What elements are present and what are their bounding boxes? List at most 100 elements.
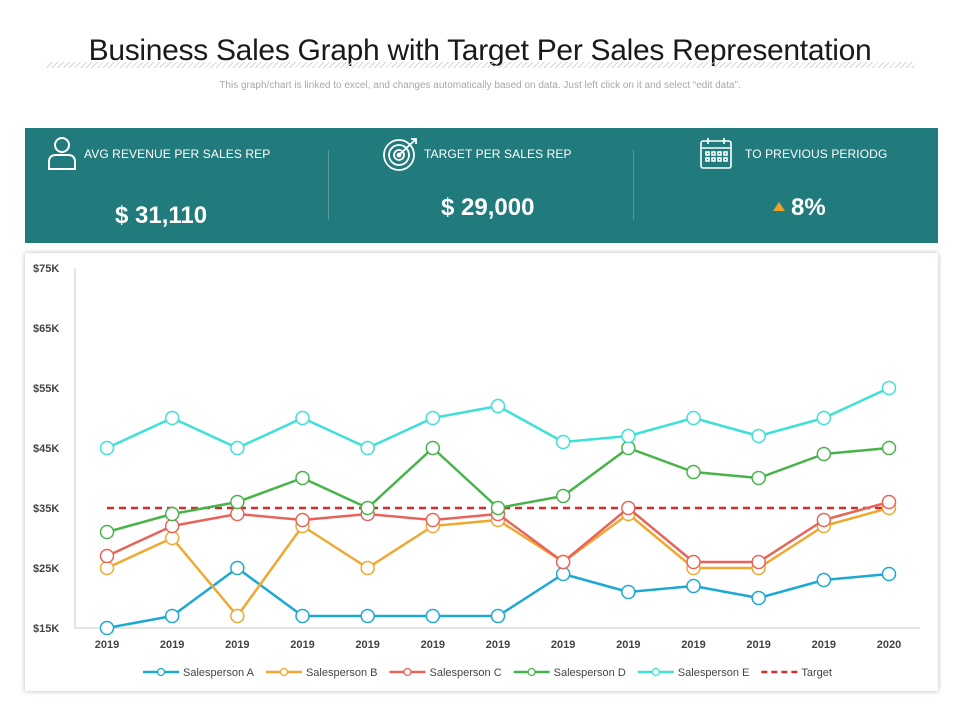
x-tick-label: 2019 xyxy=(551,639,575,651)
data-point-salesperson-a xyxy=(686,578,701,594)
kpi-label: AVG REVENUE PER SALES REP xyxy=(84,147,271,161)
data-point-salesperson-a xyxy=(751,590,766,606)
data-point-salesperson-c xyxy=(816,512,832,528)
data-point-salesperson-c xyxy=(295,512,310,528)
legend-label-salesperson-e: Salesperson E xyxy=(678,667,750,679)
kpi-panel: AVG REVENUE PER SALES REP $ 31,110 TARGE… xyxy=(25,128,938,243)
data-point-salesperson-a xyxy=(555,566,571,582)
page-subtitle: This graph/chart is linked to excel, and… xyxy=(219,80,741,91)
data-point-salesperson-a xyxy=(490,608,506,624)
x-tick-label: 2019 xyxy=(421,639,445,651)
data-point-salesperson-e xyxy=(99,440,115,456)
x-tick-label: 2019 xyxy=(225,639,249,651)
data-point-salesperson-a xyxy=(164,608,180,624)
legend-label-salesperson-a: Salesperson A xyxy=(183,667,255,679)
y-tick-label: $75K xyxy=(33,263,59,275)
x-tick-label: 2019 xyxy=(616,639,640,651)
data-point-salesperson-b xyxy=(360,560,375,576)
data-point-salesperson-a xyxy=(881,566,897,582)
kpi-avg-revenue: AVG REVENUE PER SALES REP $ 31,110 xyxy=(25,128,325,243)
data-point-salesperson-b xyxy=(230,608,245,624)
data-point-salesperson-d xyxy=(816,446,832,462)
data-point-salesperson-e xyxy=(230,440,245,456)
kpi-divider xyxy=(328,150,329,220)
data-point-salesperson-b xyxy=(99,560,115,576)
data-point-salesperson-d xyxy=(881,440,897,456)
legend-marker-salesperson-b xyxy=(279,667,289,677)
x-tick-label: 2019 xyxy=(746,639,770,651)
data-point-salesperson-c xyxy=(555,554,571,570)
series-line-salesperson-e xyxy=(106,386,890,450)
data-point-salesperson-e xyxy=(360,440,375,456)
kpi-value-wrap: 8% xyxy=(773,194,826,222)
data-point-salesperson-d xyxy=(295,470,310,486)
data-point-salesperson-e xyxy=(490,398,506,414)
data-point-salesperson-e xyxy=(816,410,832,426)
legend-marker-salesperson-a xyxy=(156,667,166,677)
data-point-salesperson-d xyxy=(621,440,636,456)
data-point-salesperson-e xyxy=(555,434,571,450)
x-tick-label: 2019 xyxy=(812,639,836,651)
data-point-salesperson-d xyxy=(751,470,766,486)
y-tick-label: $35K xyxy=(33,503,59,515)
trend-up-icon xyxy=(773,202,785,211)
kpi-divider xyxy=(633,150,634,220)
kpi-label: TARGET PER SALES REP xyxy=(424,147,572,161)
data-point-salesperson-e xyxy=(425,410,441,426)
page-title: Business Sales Graph with Target Per Sal… xyxy=(88,34,872,67)
x-tick-label: 2019 xyxy=(681,639,705,651)
data-point-salesperson-a xyxy=(621,584,636,600)
user-icon xyxy=(46,136,78,177)
data-point-salesperson-e xyxy=(881,380,897,396)
data-point-salesperson-e xyxy=(686,410,701,426)
legend-marker-salesperson-e xyxy=(651,667,660,677)
x-tick-label: 2019 xyxy=(160,639,184,651)
data-point-salesperson-d xyxy=(686,464,701,480)
data-point-salesperson-d xyxy=(425,440,441,456)
y-tick-label: $65K xyxy=(33,323,59,335)
data-point-salesperson-d xyxy=(164,506,180,522)
kpi-previous-period: TO PREVIOUS PERIODG 8% xyxy=(635,128,935,243)
y-tick-label: $15K xyxy=(33,623,59,635)
x-tick-label: 2019 xyxy=(355,639,379,651)
sales-line-chart: $15K $25K $35K $45K $55K $65K $75K 2019 2019 2019… xyxy=(33,263,920,679)
data-point-salesperson-c xyxy=(164,518,180,534)
data-point-salesperson-d xyxy=(490,500,506,516)
data-point-salesperson-d xyxy=(555,488,571,504)
y-tick-label: $55K xyxy=(33,383,59,395)
target-icon xyxy=(382,136,422,177)
title-underline xyxy=(46,62,914,68)
data-point-salesperson-a xyxy=(360,608,375,624)
data-point-salesperson-c xyxy=(425,512,441,528)
legend-label-salesperson-c: Salesperson C xyxy=(429,667,501,679)
data-point-salesperson-e xyxy=(621,428,636,444)
x-tick-label: 2019 xyxy=(290,639,314,651)
kpi-label: TO PREVIOUS PERIODG xyxy=(745,147,888,161)
data-point-salesperson-c xyxy=(621,500,636,516)
x-tick-label: 2019 xyxy=(95,639,119,651)
data-point-salesperson-a xyxy=(99,620,115,636)
x-tick-label: 2019 xyxy=(486,639,510,651)
legend-label-salesperson-d: Salesperson D xyxy=(554,667,626,679)
kpi-value: $ 29,000 xyxy=(441,194,535,221)
y-tick-label: $25K xyxy=(33,563,59,575)
data-point-salesperson-d xyxy=(360,500,375,516)
data-point-salesperson-c xyxy=(230,506,245,522)
kpi-value: 8% xyxy=(791,194,826,221)
data-point-salesperson-b xyxy=(164,530,180,546)
data-point-salesperson-a xyxy=(425,608,441,624)
data-point-salesperson-c xyxy=(881,494,897,510)
legend-marker-salesperson-c xyxy=(403,667,412,677)
data-point-salesperson-d xyxy=(99,524,115,540)
legend-marker-salesperson-d xyxy=(527,667,536,677)
y-tick-label: $45K xyxy=(33,443,59,455)
data-point-salesperson-c xyxy=(751,554,766,570)
data-point-salesperson-e xyxy=(295,410,310,426)
legend-label-target: Target xyxy=(801,667,832,679)
kpi-target: TARGET PER SALES REP $ 29,000 xyxy=(330,128,630,243)
data-point-salesperson-a xyxy=(295,608,310,624)
chart-card: $15K $25K $35K $45K $55K $65K $75K 2019 2019 2019… xyxy=(25,253,938,691)
data-point-salesperson-e xyxy=(164,410,180,426)
data-point-salesperson-c xyxy=(686,554,701,570)
data-point-salesperson-a xyxy=(816,572,832,588)
